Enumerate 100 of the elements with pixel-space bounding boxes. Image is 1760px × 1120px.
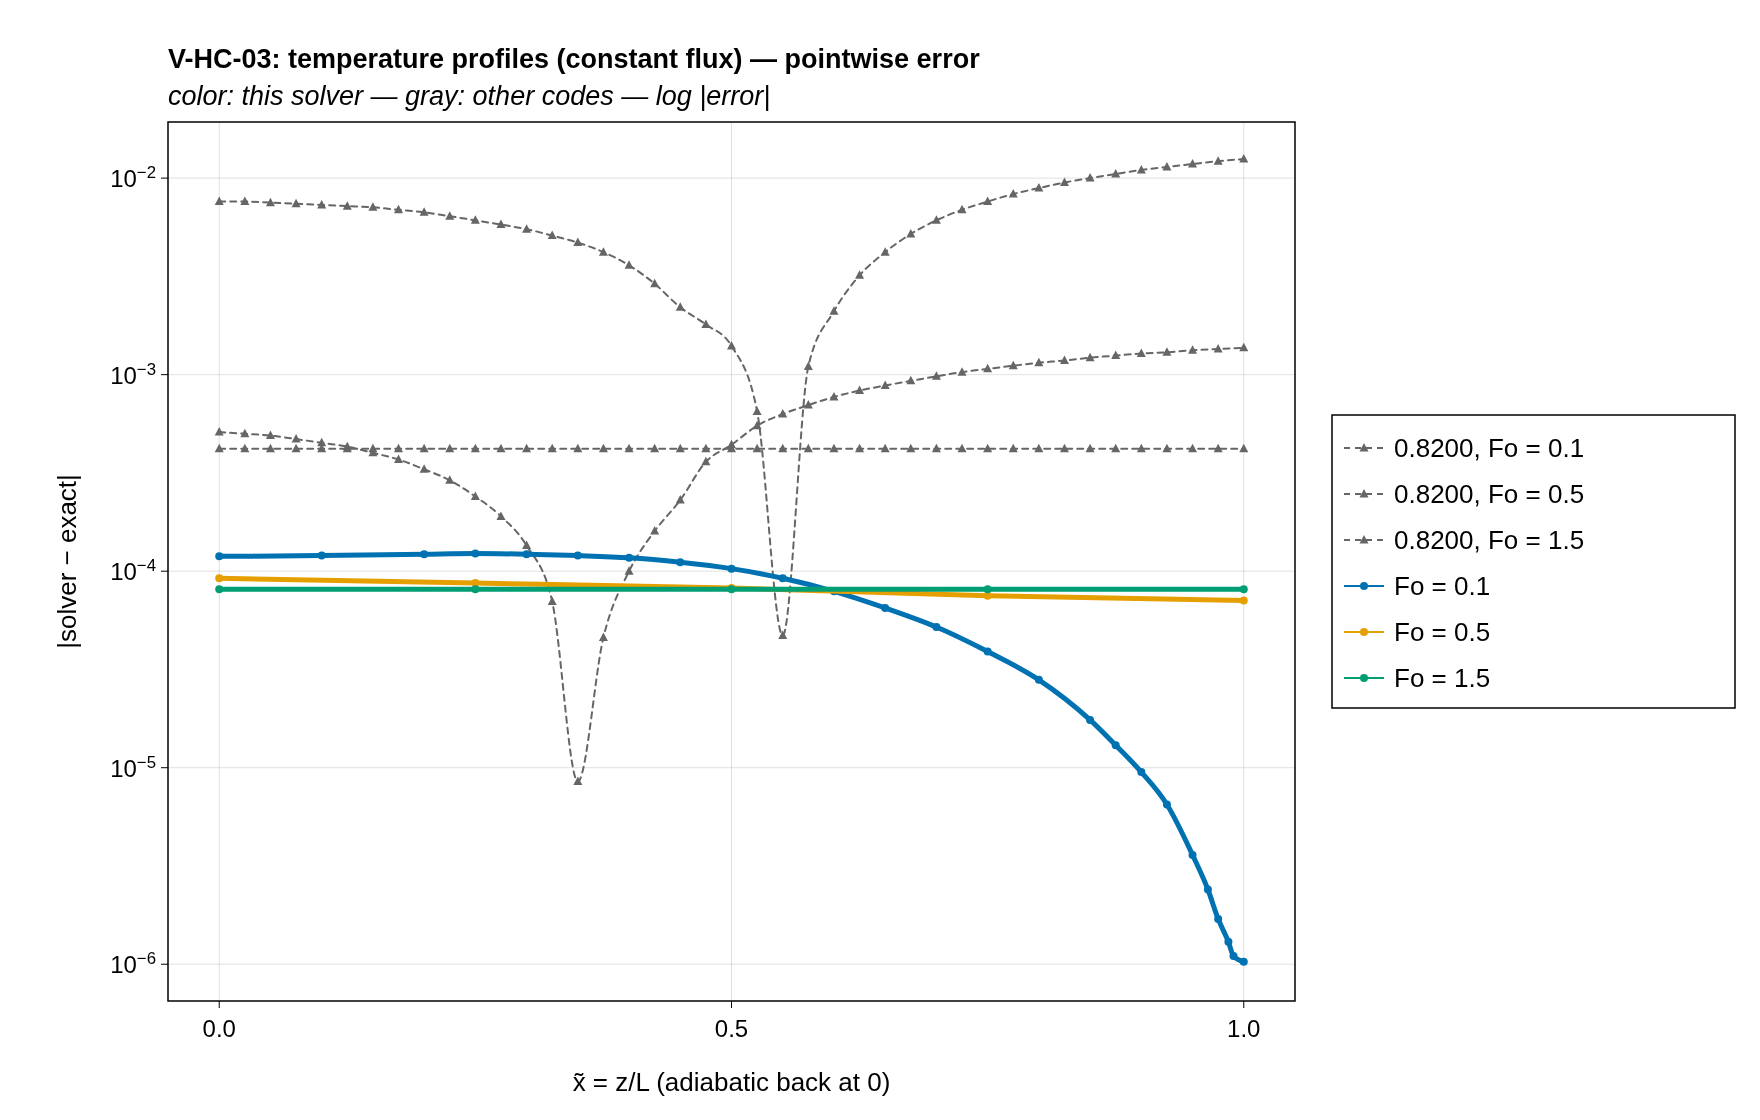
point — [547, 230, 557, 240]
point — [624, 443, 634, 453]
point — [983, 585, 992, 594]
point — [983, 647, 992, 656]
point — [420, 550, 429, 559]
point — [1086, 715, 1095, 724]
point — [932, 622, 941, 631]
point — [573, 443, 583, 453]
point — [1111, 443, 1121, 453]
point — [675, 302, 685, 311]
point — [906, 228, 916, 238]
point — [855, 443, 865, 453]
point — [394, 204, 404, 214]
point — [1136, 348, 1146, 358]
point — [650, 443, 660, 453]
point — [291, 434, 301, 443]
point — [1008, 360, 1018, 370]
point — [727, 564, 736, 573]
point — [445, 443, 455, 453]
point — [496, 219, 506, 229]
point — [650, 278, 660, 288]
point — [1224, 937, 1233, 946]
legend-label: 0.8200, Fo = 1.5 — [1394, 525, 1585, 555]
point — [265, 197, 275, 207]
point — [906, 443, 916, 453]
point — [598, 247, 608, 256]
point — [1239, 957, 1248, 966]
point — [829, 306, 839, 315]
legend-label: 0.8200, Fo = 0.5 — [1394, 479, 1585, 509]
point — [778, 409, 788, 418]
point — [957, 367, 967, 376]
legend-label: Fo = 0.1 — [1394, 571, 1491, 601]
point — [1034, 443, 1044, 453]
point — [983, 363, 993, 373]
point — [214, 196, 224, 206]
point — [701, 443, 711, 453]
point — [855, 385, 865, 395]
point — [1008, 189, 1018, 198]
point — [445, 475, 455, 484]
point — [1239, 154, 1249, 163]
point — [1008, 443, 1018, 453]
point — [931, 371, 941, 380]
point — [1214, 914, 1223, 923]
point — [215, 585, 224, 594]
point — [650, 526, 660, 535]
point — [752, 420, 762, 430]
point — [598, 632, 608, 641]
point — [573, 776, 583, 786]
point — [471, 549, 480, 558]
point — [1229, 952, 1238, 961]
point — [1136, 443, 1146, 453]
point — [624, 260, 634, 269]
point — [931, 443, 941, 453]
point — [419, 464, 429, 473]
point — [1034, 183, 1044, 192]
y-axis-title: |solver − exact| — [52, 474, 82, 649]
point — [1111, 168, 1121, 178]
point — [522, 224, 532, 233]
point — [1137, 768, 1146, 777]
point — [1213, 443, 1223, 453]
point — [573, 551, 582, 560]
point — [829, 443, 839, 453]
point — [1162, 347, 1172, 356]
point — [931, 215, 941, 224]
point — [1059, 177, 1069, 186]
point — [1059, 355, 1069, 365]
y-tick-label: 10$^{−2}$ — [110, 162, 156, 193]
point — [547, 443, 557, 453]
point — [445, 211, 455, 220]
point — [803, 443, 813, 453]
legend-label: Fo = 1.5 — [1394, 663, 1491, 693]
point — [1059, 443, 1069, 453]
y-tick-label: 10$^{−4}$ — [110, 555, 156, 586]
point — [368, 443, 378, 453]
point — [470, 215, 480, 224]
point — [1034, 357, 1044, 367]
point — [573, 237, 583, 247]
point — [778, 630, 788, 640]
point — [1239, 585, 1248, 594]
point — [752, 443, 762, 453]
point — [240, 428, 250, 438]
point — [394, 454, 404, 464]
point — [215, 574, 224, 583]
point — [265, 443, 275, 453]
legend-label: 0.8200, Fo = 0.1 — [1394, 433, 1585, 463]
point — [675, 443, 685, 453]
point — [470, 491, 480, 500]
point — [419, 207, 429, 216]
point — [957, 204, 967, 214]
point — [855, 270, 865, 279]
point — [906, 375, 916, 385]
point — [1188, 850, 1197, 859]
chart-subtitle: color: this solver — gray: other codes — log |error| — [168, 81, 771, 111]
point — [214, 443, 224, 453]
point — [394, 443, 404, 453]
y-tick-label: 10$^{−6}$ — [110, 948, 156, 979]
point — [880, 443, 890, 453]
point — [215, 552, 224, 561]
point — [701, 456, 711, 466]
point — [368, 202, 378, 211]
